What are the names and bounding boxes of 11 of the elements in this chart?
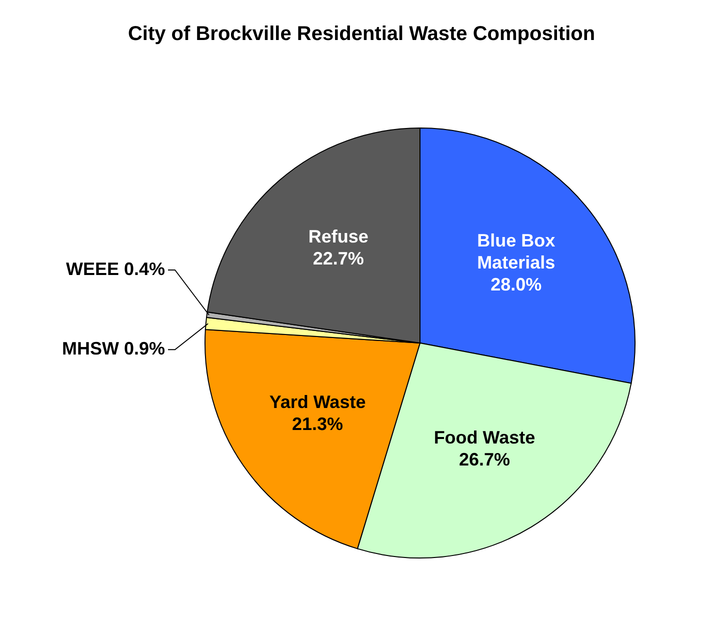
slice-label: Blue Box Materials: [477, 230, 556, 273]
slice-label: Yard Waste: [269, 392, 366, 412]
data-label: 26.7%: [458, 450, 510, 470]
slice-label: WEEE 0.4%: [66, 258, 165, 279]
chart-title: City of Brockville Residential Waste Composition: [128, 23, 596, 45]
slice-label: Food Waste: [434, 428, 536, 448]
slice-label: MHSW 0.9%: [62, 338, 165, 359]
data-label: 22.7%: [312, 248, 364, 269]
slice-label: Refuse: [308, 226, 368, 247]
data-label: 21.3%: [292, 414, 344, 434]
data-label: 28.0%: [490, 274, 542, 295]
